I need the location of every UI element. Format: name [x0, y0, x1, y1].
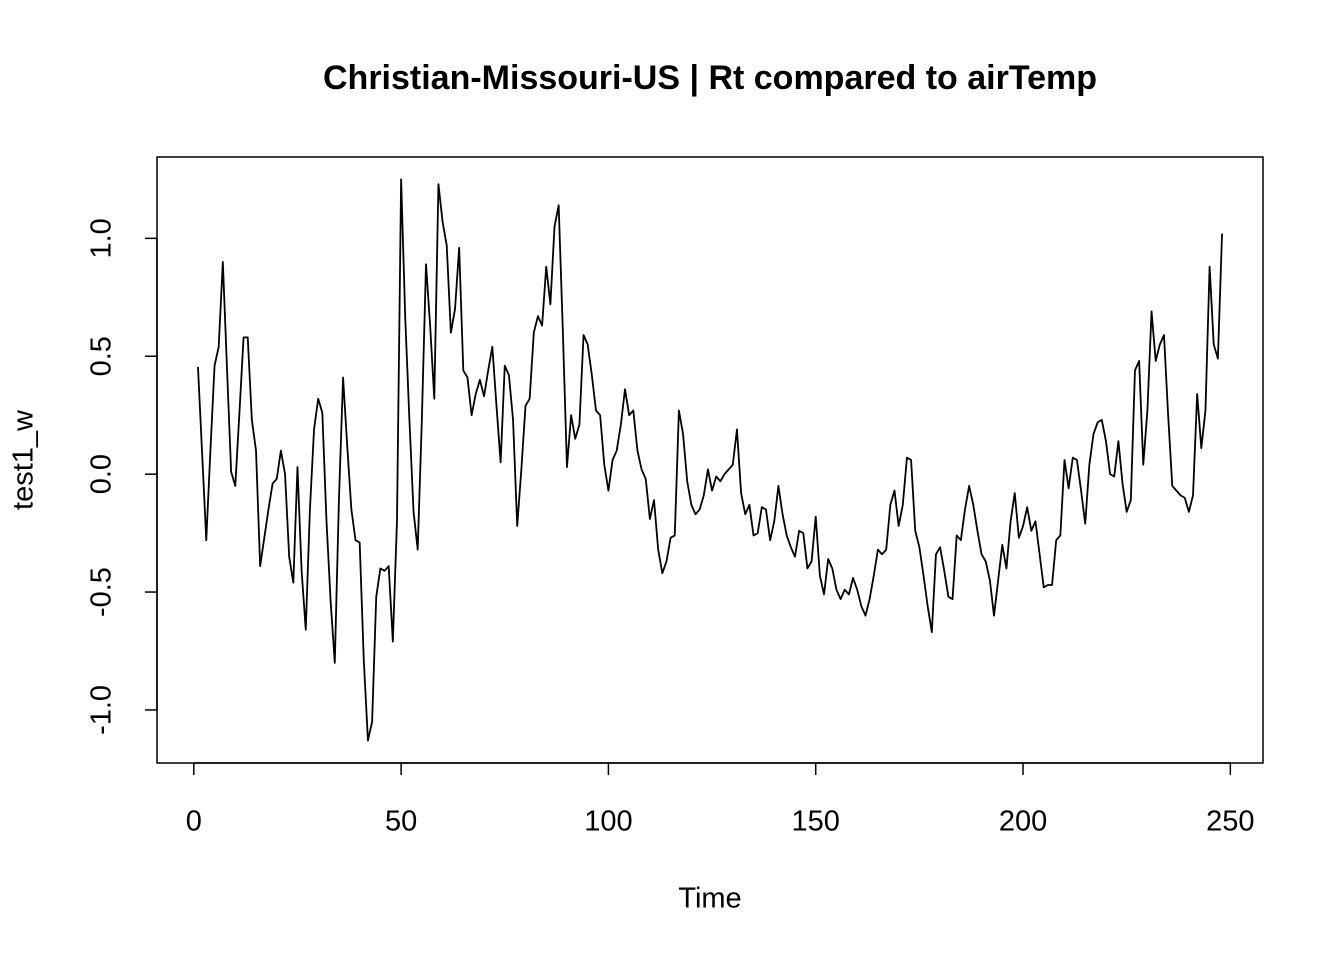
x-axis-label: Time: [678, 883, 741, 915]
y-tick-label: -0.5: [86, 567, 118, 617]
x-tick-label: 250: [1206, 806, 1254, 838]
x-tick-label: 0: [186, 806, 202, 838]
chart-title: Christian-Missouri-US | Rt compared to a…: [323, 59, 1097, 97]
x-tick-label: 100: [584, 806, 632, 838]
y-tick-label: 0.5: [86, 336, 118, 376]
x-tick-label: 50: [385, 806, 417, 838]
data-line: [197, 178, 1223, 742]
y-axis-label: test1_w: [8, 409, 40, 510]
y-tick-label: -1.0: [86, 685, 118, 735]
y-tick-label: 1.0: [86, 218, 118, 258]
y-tick-label: 0.0: [86, 454, 118, 494]
x-tick-label: 200: [999, 806, 1047, 838]
x-tick-label: 150: [792, 806, 840, 838]
